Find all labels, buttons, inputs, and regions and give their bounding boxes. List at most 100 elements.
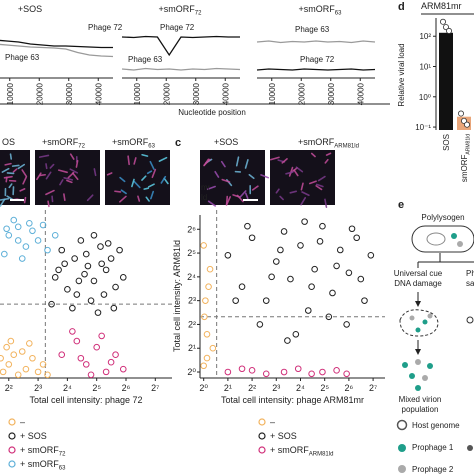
x-tick-label: 2⁰ xyxy=(199,383,208,393)
data-point xyxy=(280,368,288,376)
cell xyxy=(145,196,150,202)
cut-label: Ph xyxy=(466,269,474,278)
data-point xyxy=(18,348,26,355)
cell xyxy=(260,174,270,179)
data-point xyxy=(110,304,118,312)
data-point xyxy=(10,216,18,224)
cell xyxy=(69,168,79,174)
data-point xyxy=(26,340,33,347)
legend-label: – xyxy=(270,417,275,427)
series-label: Phage 63 xyxy=(5,53,40,62)
cell xyxy=(49,163,55,169)
cell xyxy=(220,160,226,168)
legend-host xyxy=(396,419,408,431)
cell xyxy=(275,188,280,194)
x-tick-label: 30000 xyxy=(327,82,336,105)
series-label: Phage 63 xyxy=(295,25,330,34)
data-point xyxy=(34,237,42,244)
x-tick-label: 40000 xyxy=(356,82,365,105)
virion xyxy=(415,327,421,333)
cell xyxy=(203,158,211,166)
legend-marker xyxy=(8,446,16,454)
data-point xyxy=(100,291,108,298)
data-point xyxy=(102,266,110,274)
cell xyxy=(0,197,10,201)
y-tick-label: 10¹ xyxy=(419,63,431,72)
data-point xyxy=(87,297,95,304)
legend-label-main: – xyxy=(20,417,25,427)
virion xyxy=(402,362,408,368)
micrograph xyxy=(200,150,265,205)
legend-label-sub: ARM81ld xyxy=(309,452,334,458)
cell xyxy=(411,225,474,253)
cell xyxy=(151,168,157,179)
cell xyxy=(285,171,294,175)
data-point xyxy=(203,331,211,338)
data-point xyxy=(277,246,284,254)
panel-letter: d xyxy=(398,1,405,13)
cell xyxy=(301,191,310,197)
panel-title: +SOS xyxy=(18,4,42,14)
y-tick-label: 2³ xyxy=(188,296,196,306)
x-tick-label: 10000 xyxy=(133,82,142,105)
x-tick-label: 2⁵ xyxy=(320,383,329,393)
cell xyxy=(9,153,13,160)
data-point xyxy=(262,370,270,378)
result-label: Mixed virion xyxy=(399,395,442,404)
y-tick-label: 10² xyxy=(419,32,431,41)
data-point xyxy=(64,286,71,293)
cell xyxy=(236,194,244,203)
cell xyxy=(57,169,68,174)
x-tick-label: 2⁴ xyxy=(63,383,72,393)
data-point xyxy=(98,332,105,340)
cell xyxy=(114,190,122,193)
data-point xyxy=(445,27,452,34)
data-point xyxy=(39,361,47,368)
data-point xyxy=(71,255,78,262)
cell xyxy=(45,163,48,170)
cell xyxy=(245,192,249,200)
panel-title-sub: 63 xyxy=(335,11,342,17)
legend-label-main: + smORF xyxy=(20,459,59,469)
cell xyxy=(5,176,8,183)
y-tick-label: 2⁰ xyxy=(187,367,196,377)
legend-label-main: – xyxy=(270,417,275,427)
panel-title: Polylysogen xyxy=(421,213,464,222)
data-point xyxy=(5,231,13,239)
panel-letter: c xyxy=(175,137,181,149)
cell xyxy=(163,177,169,185)
panel-title-sub: 72 xyxy=(195,11,202,17)
cell xyxy=(11,164,20,167)
prophage-1 xyxy=(451,233,457,239)
data-point xyxy=(256,321,264,328)
legend-marker xyxy=(258,418,266,426)
virion xyxy=(415,385,421,391)
data-point xyxy=(319,222,326,230)
x-tick-label: 2⁶ xyxy=(122,383,131,393)
data-point xyxy=(90,231,98,239)
data-point xyxy=(5,361,13,368)
data-point xyxy=(294,365,302,373)
x-tick-label: 2¹ xyxy=(224,383,232,393)
legend-label: + SOS xyxy=(20,431,47,441)
cell xyxy=(0,198,6,207)
data-point xyxy=(280,228,288,235)
y-tick-label: 2¹ xyxy=(188,343,196,353)
data-point xyxy=(457,110,464,117)
data-point xyxy=(119,365,127,373)
x-tick-label: 2⁷ xyxy=(369,383,377,393)
coverage-line xyxy=(121,67,241,71)
cell xyxy=(39,173,46,177)
data-point xyxy=(0,368,7,376)
cell xyxy=(150,190,155,200)
virion xyxy=(422,375,428,381)
data-point xyxy=(353,234,360,242)
x-tick-label: 2⁴ xyxy=(296,383,305,393)
schematic xyxy=(396,225,474,473)
cell xyxy=(235,156,240,167)
data-point xyxy=(87,371,95,379)
x-tick-label: 20000 xyxy=(297,82,306,105)
legend-marker xyxy=(258,446,266,454)
legend-label-sub: 63 xyxy=(59,466,66,472)
coverage-line xyxy=(256,40,376,44)
